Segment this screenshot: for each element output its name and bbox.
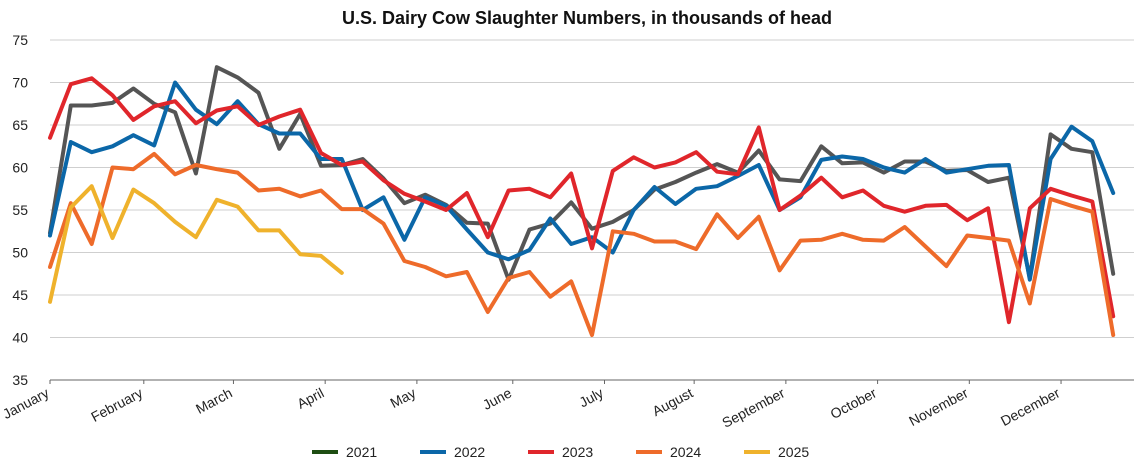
y-tick-label: 45 [12,287,28,303]
series-line-2021 [48,65,1116,282]
y-tick-label: 55 [12,202,28,218]
legend-label-2021: 2021 [346,444,377,460]
x-tick-label: March [193,385,235,417]
x-tick-label: May [387,385,418,412]
x-tick-label: June [480,384,515,412]
y-tick-label: 40 [12,330,28,346]
x-tick-label: April [294,385,326,412]
series-line-2022 [48,80,1116,282]
x-tick-label: July [576,385,606,411]
series-lines [48,65,1116,337]
x-tick-label: January [0,385,51,423]
legend-label-2024: 2024 [670,444,701,460]
y-tick-label: 75 [12,32,28,48]
x-tick-label: September [719,384,787,430]
chart-title: U.S. Dairy Cow Slaughter Numbers, in tho… [342,8,832,28]
x-tick-label: August [650,384,696,419]
x-tick-label: November [906,384,971,429]
y-tick-label: 70 [12,75,28,91]
legend-label-2023: 2023 [562,444,593,460]
x-tick-label: October [828,384,880,422]
y-tick-label: 60 [12,160,28,176]
gridlines [50,39,1134,381]
x-tick-label: December [998,384,1063,429]
legend-label-2025: 2025 [778,444,809,460]
series-line-2025 [48,184,344,304]
y-tick-label: 65 [12,117,28,133]
legend: 2021 2022 2023 2024 2025 [312,444,809,460]
y-axis: 35 40 45 50 55 60 65 70 75 [12,32,28,388]
series-line-2024 [48,151,1116,337]
x-tick-label: February [88,385,145,425]
y-tick-label: 35 [12,372,28,388]
series-line-2023 [48,76,1116,325]
legend-label-2022: 2022 [454,444,485,460]
x-axis: January February March April May June July Augu… [0,380,1063,431]
y-tick-label: 50 [12,245,28,261]
